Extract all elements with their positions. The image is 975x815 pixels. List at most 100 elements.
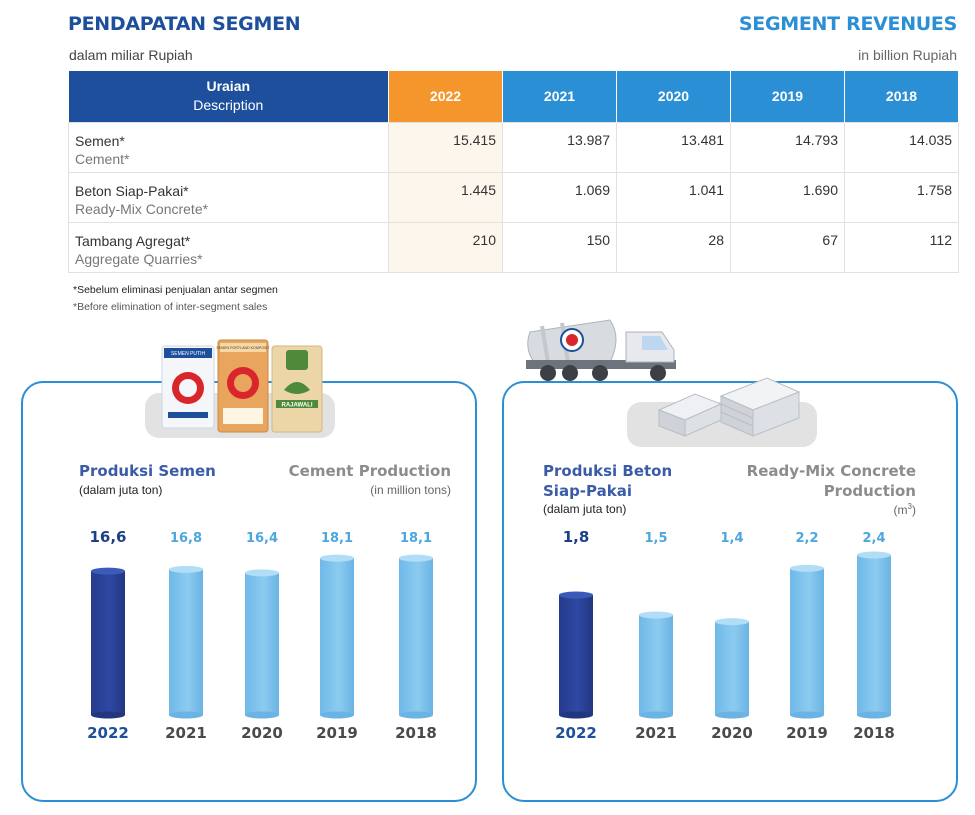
table-cell: 112	[844, 221, 959, 273]
row-label-id: Beton Siap-Pakai*	[75, 182, 189, 199]
bar-base	[857, 711, 891, 719]
column-header-year: 2018	[844, 71, 959, 122]
x-tick-label: 2021	[635, 724, 677, 742]
data-label: 1,5	[644, 531, 667, 546]
bar	[559, 595, 593, 715]
data-label: 16,4	[246, 531, 278, 546]
bar	[399, 558, 433, 715]
table-cell: 1.069	[502, 171, 617, 223]
unit-label-en: in billion Rupiah	[858, 47, 957, 63]
bar-top	[320, 554, 354, 562]
data-label: 16,6	[89, 528, 126, 546]
bar-base	[715, 711, 749, 719]
bar-base	[559, 711, 593, 719]
unit-label-id: dalam miliar Rupiah	[69, 47, 193, 63]
cement-chart-unit-en: (in million tons)	[370, 483, 451, 497]
concrete-chart-title-id-line: Siap-Pakai	[543, 482, 632, 500]
concrete-chart-title-id: Produksi Beton Siap-Pakai	[543, 461, 672, 501]
footnote-id: *Sebelum eliminasi penjualan antar segme…	[73, 284, 278, 296]
row-label: Beton Siap-Pakai* Ready-Mix Concrete*	[68, 171, 389, 223]
column-header-description: Uraian Description	[68, 71, 389, 122]
cement-chart-title-id: Produksi Semen	[79, 462, 216, 480]
bar-top	[639, 611, 673, 619]
cement-bags-image: SEMEN PUTIH SEMEN PORTLAND KOMPOSIT RAJA…	[161, 339, 323, 433]
row-label-en: Aggregate Quarries*	[75, 250, 203, 267]
page-title-id: PENDAPATAN SEGMEN	[68, 13, 301, 35]
bar-top	[559, 591, 593, 599]
bar-top	[790, 564, 824, 572]
concrete-chart-title-en-line: Ready-Mix Concrete	[746, 462, 916, 480]
bar-top	[399, 554, 433, 562]
concrete-chart-title-en: Ready-Mix Concrete Production	[747, 461, 916, 501]
data-label: 18,1	[400, 531, 432, 546]
row-label: Tambang Agregat* Aggregate Quarries*	[68, 221, 389, 273]
precast-panels-image	[657, 377, 801, 437]
bar	[715, 621, 749, 715]
bar-base	[245, 711, 279, 719]
bar-base	[399, 711, 433, 719]
data-label: 16,8	[170, 531, 202, 546]
x-tick-label: 2020	[241, 724, 283, 742]
x-tick-label: 2021	[165, 724, 207, 742]
data-label: 2,4	[862, 531, 885, 546]
concrete-chart-title-en-line: Production	[823, 482, 916, 500]
bar	[320, 558, 354, 715]
concrete-unit-text: (m	[893, 503, 908, 517]
concrete-chart-title-id-line: Produksi Beton	[543, 462, 673, 480]
table-cell: 14.793	[730, 121, 845, 173]
column-header-en: Description	[193, 97, 264, 114]
column-header-year: 2020	[616, 71, 731, 122]
bar-top	[715, 618, 749, 626]
table-header-row: Uraian Description 2022 2021 2020 2019 2…	[68, 71, 959, 122]
x-tick-label: 2019	[316, 724, 358, 742]
table-cell: 1.690	[730, 171, 845, 223]
concrete-chart-unit-id: (dalam juta ton)	[543, 502, 627, 516]
cement-chart-title-en: Cement Production	[288, 462, 451, 480]
table-cell: 1.041	[616, 171, 731, 223]
data-label: 1,4	[720, 531, 743, 546]
data-label: 2,2	[795, 531, 818, 546]
table-cell: 13.481	[616, 121, 731, 173]
x-tick-label: 2022	[555, 724, 597, 742]
bar	[91, 571, 125, 715]
bar	[790, 568, 824, 715]
bar-base	[169, 711, 203, 719]
x-tick-label: 2022	[87, 724, 129, 742]
data-label: 1,8	[563, 528, 590, 546]
bar-base	[639, 711, 673, 719]
column-header-year: 2022	[388, 71, 503, 122]
cement-production-chart: 16,6 2022 16,8 2021 16,4 2020 18,1 2019 18,1 2018	[87, 528, 437, 742]
bar-top	[245, 569, 279, 577]
footnote-en: *Before elimination of inter-segment sal…	[73, 301, 268, 313]
table-row: Tambang Agregat* Aggregate Quarries* 210…	[68, 221, 959, 273]
table-cell: 210	[388, 221, 503, 273]
concrete-production-chart: 1,8 2022 1,5 2021 1,4 2020 2,2 2019 2,4 2018	[555, 528, 895, 742]
table-cell: 1.758	[844, 171, 959, 223]
table-cell: 28	[616, 221, 731, 273]
column-header-year: 2019	[730, 71, 845, 122]
data-label: 18,1	[321, 531, 353, 546]
row-label: Semen* Cement*	[68, 121, 389, 173]
row-label-en: Cement*	[75, 150, 130, 167]
table-cell: 150	[502, 221, 617, 273]
segment-revenue-table: Uraian Description 2022 2021 2020 2019 2…	[68, 71, 959, 273]
table-cell: 15.415	[388, 121, 503, 173]
table-cell: 1.445	[388, 171, 503, 223]
page-title-en: SEGMENT REVENUES	[738, 13, 957, 35]
cement-chart-unit-id: (dalam juta ton)	[79, 483, 163, 497]
bar-top	[91, 567, 125, 575]
bar	[857, 555, 891, 715]
bar-top	[169, 565, 203, 573]
bag-label: SEMEN PUTIH	[171, 351, 206, 357]
x-tick-label: 2019	[786, 724, 828, 742]
column-header-id: Uraian	[206, 78, 251, 95]
bar	[169, 569, 203, 715]
bag-label: RAJAWALI	[281, 403, 312, 409]
concrete-chart-unit-en: (m3)	[893, 502, 916, 517]
table-row: Semen* Cement* 15.415 13.987 13.481 14.7…	[68, 121, 959, 173]
bar	[639, 615, 673, 715]
bar-base	[91, 711, 125, 719]
row-label-id: Semen*	[75, 132, 125, 149]
x-tick-label: 2018	[853, 724, 895, 742]
bar-base	[320, 711, 354, 719]
